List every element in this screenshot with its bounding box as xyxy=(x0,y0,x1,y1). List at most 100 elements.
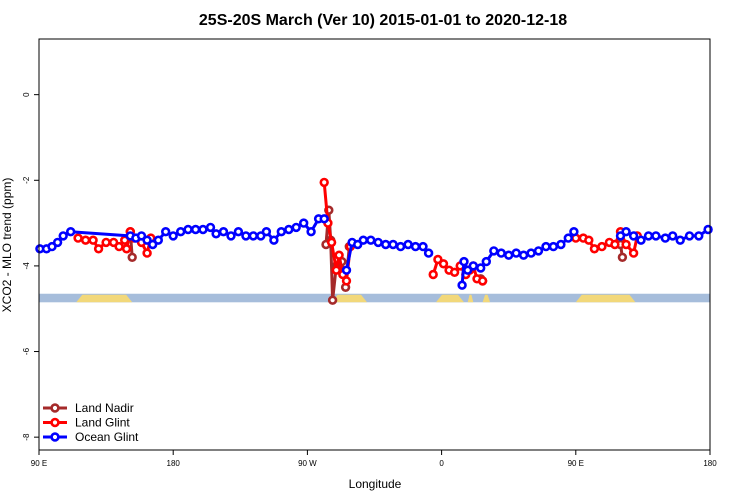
series-2-point xyxy=(211,229,221,239)
land-segment-4 xyxy=(482,294,491,303)
series-2-point xyxy=(476,263,486,273)
series-1-point xyxy=(80,235,91,245)
series-2-point xyxy=(261,227,272,237)
series-2-point xyxy=(489,246,499,256)
series-1-point xyxy=(621,239,631,250)
series-0-point xyxy=(327,295,338,305)
legend-marker xyxy=(50,403,60,413)
series-2-point xyxy=(468,261,478,271)
series-1-point xyxy=(331,265,341,275)
series-2-point xyxy=(675,235,685,245)
series-2-point xyxy=(403,239,413,250)
series-1-point xyxy=(597,241,607,252)
series-1-point xyxy=(121,244,132,254)
series-1-point xyxy=(438,259,449,269)
series-2-point xyxy=(161,227,171,237)
series-2-point xyxy=(410,241,421,252)
series-0-point xyxy=(617,252,628,262)
series-1-point xyxy=(334,250,344,260)
land-segment-1 xyxy=(331,294,368,303)
series-2-point xyxy=(684,231,695,241)
series-2-point xyxy=(694,231,704,241)
series-0-point xyxy=(127,252,137,262)
series-1-point xyxy=(341,276,352,286)
series-2-point xyxy=(205,222,216,233)
series-2-point xyxy=(65,227,76,237)
series-1-point xyxy=(589,244,600,254)
x-axis: 90 E 180 90 W 0 90 E 180 xyxy=(31,450,717,468)
legend-label: Land Nadir xyxy=(75,401,134,415)
y-tick-label: -4 xyxy=(22,262,31,270)
series-2-point xyxy=(533,246,544,256)
plot-frame xyxy=(38,38,711,451)
series-2-point xyxy=(341,265,352,275)
series-2-point xyxy=(52,237,63,248)
x-axis-label: Longitude xyxy=(349,477,402,491)
legend-label: Ocean Glint xyxy=(75,430,139,444)
series-2-point xyxy=(496,248,506,258)
series-1-point xyxy=(449,267,460,277)
series-2-point xyxy=(198,224,208,235)
series-0 xyxy=(125,205,628,305)
series-2-point xyxy=(388,239,398,250)
series-1-point xyxy=(101,237,111,248)
series-2-point xyxy=(636,235,646,245)
series-2 xyxy=(35,214,713,290)
land-segment-3 xyxy=(467,294,474,303)
series-1-point xyxy=(142,248,152,258)
series-2-point xyxy=(459,256,469,267)
series-2-point xyxy=(381,239,391,250)
y-tick-label: -8 xyxy=(22,433,31,441)
land-segment-5 xyxy=(575,294,636,303)
series-1-point xyxy=(114,241,124,252)
series-2-point xyxy=(276,227,286,237)
series-2-point xyxy=(667,231,678,241)
series-2-point xyxy=(269,235,279,245)
y-axis-label: XCO2 - MLO trend (ppm) xyxy=(0,178,14,313)
series-2-point xyxy=(248,231,259,241)
x-tick-label: 90 W xyxy=(298,459,317,468)
series-2-point xyxy=(504,250,514,260)
series-2-point xyxy=(569,227,579,237)
series-2-point xyxy=(358,235,368,245)
series-2-point xyxy=(526,248,536,258)
series-2-point xyxy=(233,227,244,237)
legend-marker xyxy=(50,417,60,428)
series-1 xyxy=(73,177,642,286)
series-2-point xyxy=(183,224,193,235)
series-2-point xyxy=(291,222,301,233)
series-2-point xyxy=(541,241,551,252)
series-1-point xyxy=(477,276,488,286)
series-1-point xyxy=(428,269,438,280)
legend-label: Land Glint xyxy=(75,416,130,430)
series-2-point xyxy=(284,224,294,235)
series-2-point xyxy=(457,280,467,290)
y-tick-label: 0 xyxy=(22,92,31,97)
land-segment-0 xyxy=(76,294,133,303)
series-2-point xyxy=(168,231,178,241)
ocean-band xyxy=(39,293,710,303)
series-2-point xyxy=(319,214,329,224)
series-2-point xyxy=(153,235,164,245)
y-tick-label: -6 xyxy=(22,347,31,355)
x-tick-label: 0 xyxy=(439,459,444,468)
x-tick-label: 90 E xyxy=(568,459,584,468)
series-2-point xyxy=(563,233,573,243)
series-2-point xyxy=(366,235,376,245)
series-1-point xyxy=(73,233,83,243)
series-2-point xyxy=(190,224,201,235)
series-2-point xyxy=(556,239,566,250)
series-layer xyxy=(35,177,713,305)
series-2-point xyxy=(628,231,639,241)
series-2-point xyxy=(423,248,434,258)
series-2-point xyxy=(481,256,491,267)
series-2-point xyxy=(58,231,68,241)
series-1-point xyxy=(326,237,337,248)
series-1-point xyxy=(610,239,620,250)
land-mask-band xyxy=(39,293,710,303)
series-1-point xyxy=(628,248,639,258)
series-1-point xyxy=(93,244,104,254)
series-2-point xyxy=(660,233,670,243)
